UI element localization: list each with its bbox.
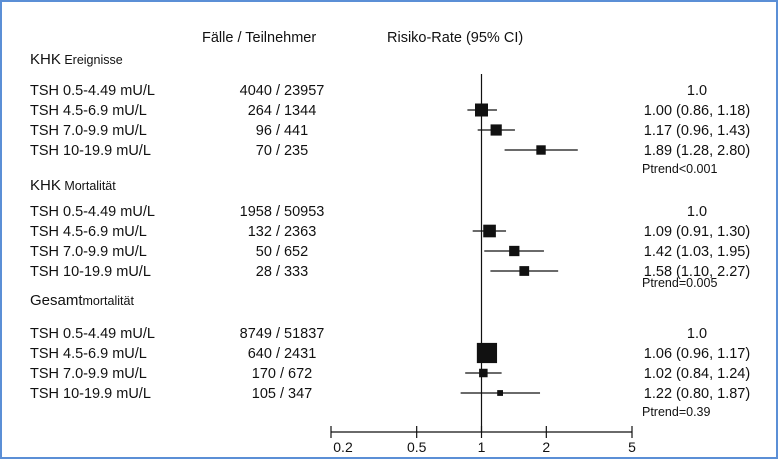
row-label: TSH 4.5-6.9 mU/L — [30, 346, 147, 362]
row-cases: 640 / 2431 — [248, 346, 317, 362]
header-risk-rate: Risiko-Rate (95% CI) — [387, 30, 523, 46]
point-estimate-square — [476, 342, 498, 364]
group-title: KHK Mortalität — [30, 177, 116, 194]
point-estimate-square — [475, 103, 488, 117]
row-risk-text: 1.02 (0.84, 1.24) — [644, 366, 750, 382]
row-risk-text: 1.42 (1.03, 1.95) — [644, 244, 750, 260]
point-estimate-square — [519, 266, 530, 276]
group-title: KHK Ereignisse — [30, 51, 123, 68]
row-cases: 264 / 1344 — [248, 103, 317, 119]
row-label: TSH 0.5-4.49 mU/L — [30, 326, 155, 342]
row-cases: 1958 / 50953 — [240, 204, 325, 220]
ptrend-label: Ptrend=0.39 — [642, 405, 711, 419]
row-label: TSH 7.0-9.9 mU/L — [30, 123, 147, 139]
point-estimate-square — [479, 368, 488, 378]
row-risk-text: 1.0 — [687, 204, 707, 220]
row-risk-text: 1.58 (1.10, 2.27) — [644, 264, 750, 280]
x-tick-label: 1 — [478, 439, 486, 455]
row-risk-text: 1.17 (0.96, 1.43) — [644, 123, 750, 139]
row-risk-text: 1.0 — [687, 83, 707, 99]
ptrend-label: Ptrend=0.005 — [642, 276, 717, 290]
group-title: Gesamtmortalität — [30, 292, 134, 309]
row-risk-text: 1.22 (0.80, 1.87) — [644, 386, 750, 402]
x-tick-label: 2 — [542, 439, 550, 455]
header-cases: Fälle / Teilnehmer — [202, 30, 316, 46]
row-cases: 96 / 441 — [256, 123, 308, 139]
row-cases: 28 / 333 — [256, 264, 308, 280]
point-estimate-square — [483, 224, 496, 238]
point-estimate-square — [490, 124, 502, 136]
row-label: TSH 7.0-9.9 mU/L — [30, 244, 147, 260]
row-cases: 50 / 652 — [256, 244, 308, 260]
row-cases: 70 / 235 — [256, 143, 308, 159]
row-cases: 132 / 2363 — [248, 224, 317, 240]
row-label: TSH 0.5-4.49 mU/L — [30, 204, 155, 220]
x-tick-label: 5 — [628, 439, 636, 455]
row-label: TSH 4.5-6.9 mU/L — [30, 224, 147, 240]
row-label: TSH 10-19.9 mU/L — [30, 143, 151, 159]
x-tick-label: 0.2 — [333, 439, 353, 455]
row-cases: 8749 / 51837 — [240, 326, 325, 342]
point-estimate-square — [509, 245, 520, 257]
row-label: TSH 10-19.9 mU/L — [30, 264, 151, 280]
row-risk-text: 1.09 (0.91, 1.30) — [644, 224, 750, 240]
row-risk-text: 1.00 (0.86, 1.18) — [644, 103, 750, 119]
row-label: TSH 0.5-4.49 mU/L — [30, 83, 155, 99]
point-estimate-square — [536, 145, 546, 155]
ptrend-label: Ptrend<0.001 — [642, 162, 717, 176]
row-label: TSH 10-19.9 mU/L — [30, 386, 151, 402]
row-risk-text: 1.89 (1.28, 2.80) — [644, 143, 750, 159]
row-cases: 170 / 672 — [252, 366, 312, 382]
row-risk-text: 1.06 (0.96, 1.17) — [644, 346, 750, 362]
x-tick-label: 0.5 — [407, 439, 427, 455]
row-label: TSH 7.0-9.9 mU/L — [30, 366, 147, 382]
row-label: TSH 4.5-6.9 mU/L — [30, 103, 147, 119]
row-cases: 105 / 347 — [252, 386, 312, 402]
point-estimate-square — [497, 390, 503, 396]
rows-layer: KHK Ereignisse TSH 0.5-4.49 mU/L 4040 / 23… — [30, 51, 750, 432]
x-axis: 0.2 0.5 1 2 5 — [330, 426, 636, 455]
row-cases: 4040 / 23957 — [240, 83, 325, 99]
row-risk-text: 1.0 — [687, 326, 707, 342]
